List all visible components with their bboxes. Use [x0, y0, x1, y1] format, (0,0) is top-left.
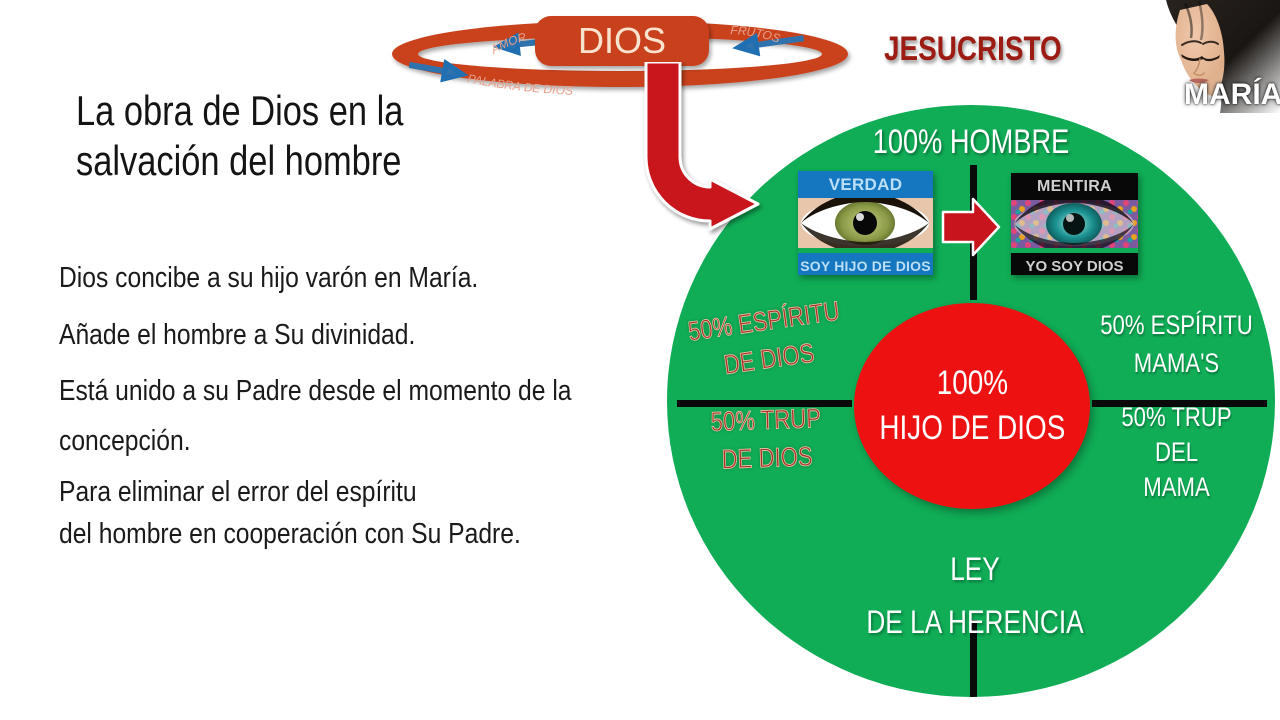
svg-text:DIOS: DIOS — [578, 20, 666, 61]
